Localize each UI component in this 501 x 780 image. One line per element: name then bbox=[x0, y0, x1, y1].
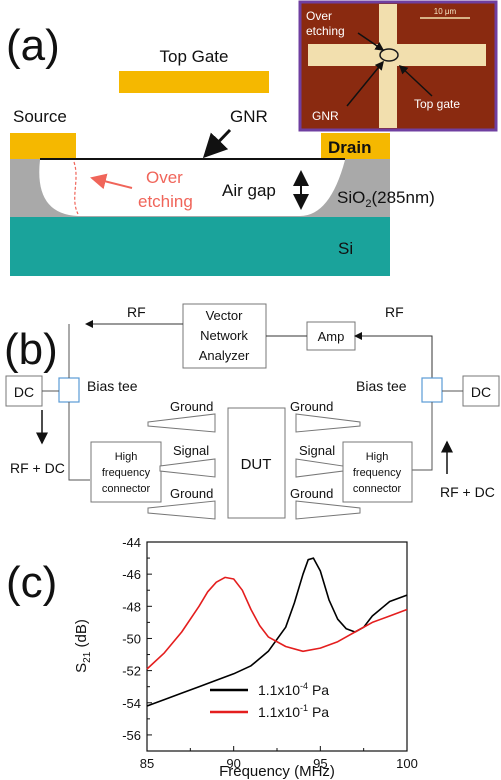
y-tick-label: -50 bbox=[122, 631, 141, 646]
inset-over-text-1: Over bbox=[306, 9, 332, 23]
gnr-label: GNR bbox=[230, 107, 268, 126]
y-tick-label: -46 bbox=[122, 567, 141, 582]
inset-pad-right bbox=[396, 44, 486, 66]
over-etching-arrow bbox=[90, 173, 133, 190]
hf-right-text-2: frequency bbox=[353, 467, 402, 479]
inset-gate-strip bbox=[379, 4, 397, 128]
probe-right-signal bbox=[295, 458, 344, 478]
hf-left-text-2: frequency bbox=[102, 467, 151, 479]
sio2-label: SiO2(285nm) bbox=[337, 188, 435, 210]
y-axis-label: S21 (dB) bbox=[73, 619, 93, 673]
bias-tee-left-box bbox=[58, 377, 80, 403]
gnr-arrow bbox=[202, 128, 232, 159]
dut-text: DUT bbox=[241, 456, 272, 473]
hf-left-text-1: High bbox=[115, 451, 138, 463]
ground-right-top-text: Ground bbox=[290, 399, 333, 414]
x-tick-label: 85 bbox=[140, 756, 154, 771]
inset-over-text-2: etching bbox=[306, 24, 345, 38]
source-label: Source bbox=[13, 107, 67, 126]
rf-dc-left-label: RF + DC bbox=[10, 460, 65, 476]
probe-left-signal bbox=[159, 458, 216, 478]
hf-connector-left-box bbox=[90, 441, 162, 503]
rf-left-label: RF bbox=[127, 304, 146, 320]
y-tick-label: -54 bbox=[122, 696, 141, 711]
rf-dc-right-label: RF + DC bbox=[440, 484, 495, 500]
vna-text-2: Network bbox=[200, 328, 248, 343]
bias-tee-left-bottom-line bbox=[68, 402, 90, 481]
panel-c-label: (c) bbox=[6, 558, 57, 607]
ground-left-top-text: Ground bbox=[170, 399, 213, 414]
legend: 1.1x10-4 Pa 1.1x10-1 Pa bbox=[210, 681, 329, 720]
inset-gate-text: Top gate bbox=[414, 97, 460, 111]
bias-tee-left-label: Bias tee bbox=[87, 378, 138, 394]
amp-text: Amp bbox=[318, 329, 345, 344]
legend-label-low-pressure: 1.1x10-4 Pa bbox=[258, 681, 329, 698]
probe-right-ground-bottom bbox=[295, 500, 361, 520]
inset-pad-left bbox=[308, 44, 382, 66]
si-substrate bbox=[10, 217, 390, 276]
bias-tee-right-box bbox=[421, 377, 443, 403]
y-tick-label: -48 bbox=[122, 599, 141, 614]
rf-in-arrow bbox=[354, 332, 433, 390]
top-gate-label: Top Gate bbox=[160, 47, 229, 66]
rf-right-label: RF bbox=[385, 304, 404, 320]
amp-box bbox=[306, 321, 356, 351]
si-label: Si bbox=[338, 239, 353, 258]
hf-left-text-3: connector bbox=[102, 483, 151, 495]
over-etching-boundary bbox=[73, 161, 79, 215]
y-tick-label: -56 bbox=[122, 728, 141, 743]
y-tick-label: -52 bbox=[122, 664, 141, 679]
signal-right-text: Signal bbox=[299, 443, 335, 458]
hf-right-text-1: High bbox=[366, 451, 389, 463]
hf-connector-right-box bbox=[342, 441, 413, 503]
top-gate-electrode bbox=[119, 71, 269, 93]
dut-box bbox=[227, 407, 286, 519]
panel-b-label: (b) bbox=[4, 325, 58, 374]
inset-scale-text: 10 μm bbox=[434, 7, 457, 16]
inset-gnr-text: GNR bbox=[312, 109, 339, 123]
source-electrode bbox=[10, 133, 76, 159]
inset-over-arrow bbox=[357, 32, 385, 51]
s21-chart: 85 90 95 100-44-46-48-50-52-54-56 S21 (dB) … bbox=[73, 535, 418, 780]
inset-gnr-arrow bbox=[346, 60, 384, 107]
drain-label: Drain bbox=[328, 138, 371, 157]
inset-loop bbox=[379, 48, 399, 62]
signal-left-text: Signal bbox=[173, 443, 209, 458]
y-tick-label: -44 bbox=[122, 535, 141, 550]
probe-right-ground-top bbox=[295, 413, 361, 433]
dc-right-text: DC bbox=[471, 384, 491, 400]
inset-gate-arrow bbox=[398, 64, 433, 97]
air-gap-cavity bbox=[39, 160, 345, 216]
drain-electrode bbox=[321, 133, 390, 159]
dc-left-text: DC bbox=[14, 384, 34, 400]
hf-right-text-3: connector bbox=[353, 483, 402, 495]
legend-label-high-pressure: 1.1x10-1 Pa bbox=[258, 703, 329, 720]
bias-tee-right-label: Bias tee bbox=[356, 378, 407, 394]
probe-left-ground-bottom bbox=[147, 500, 216, 520]
over-etching-text-2: etching bbox=[138, 192, 193, 211]
vna-text-1: Vector bbox=[206, 308, 244, 323]
x-tick-label: 100 bbox=[396, 756, 418, 771]
inset-micrograph: 10 μm Over etching GNR Top gate bbox=[298, 0, 498, 132]
panel-a-label: (a) bbox=[6, 21, 60, 70]
series-line-high-pressure bbox=[146, 576, 408, 670]
over-etching-text-1: Over bbox=[146, 168, 183, 187]
ground-right-bottom-text: Ground bbox=[290, 486, 333, 501]
x-tick-label: 90 bbox=[226, 756, 240, 771]
vna-text-3: Analyzer bbox=[199, 348, 250, 363]
probe-left-ground-top bbox=[147, 413, 216, 433]
x-tick-label: 95 bbox=[313, 756, 327, 771]
x-axis-label: Frequency (MHz) bbox=[219, 763, 335, 780]
air-gap-label: Air gap bbox=[222, 181, 276, 200]
dc-left-box bbox=[5, 375, 43, 407]
ground-left-bottom-text: Ground bbox=[170, 486, 213, 501]
vna-box bbox=[182, 303, 267, 369]
bias-tee-right-bottom-line bbox=[412, 402, 433, 471]
